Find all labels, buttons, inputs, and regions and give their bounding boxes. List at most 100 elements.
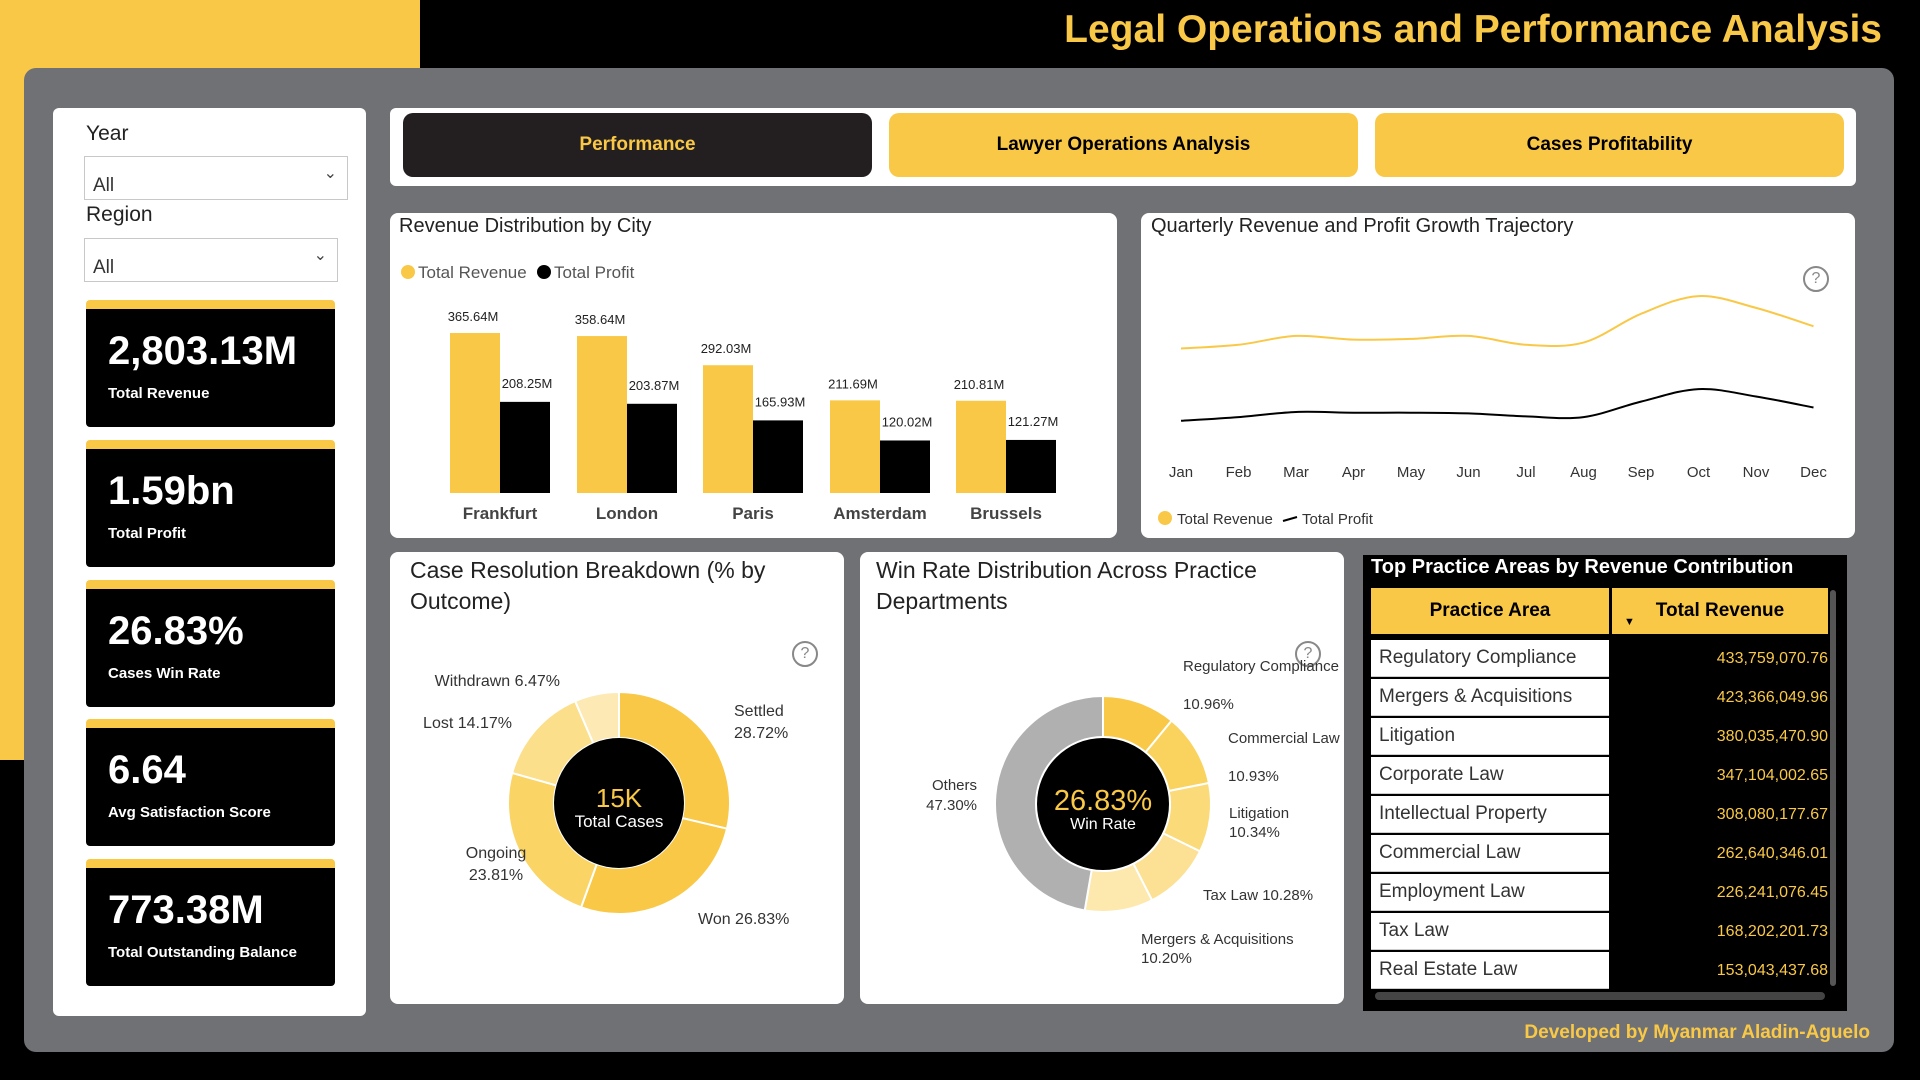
bar-total-profit xyxy=(1006,439,1056,493)
table-cell-total-revenue[interactable]: 347,104,002.65 xyxy=(1612,757,1828,794)
bar-total-profit xyxy=(753,420,803,493)
data-label-profit: 165.93M xyxy=(755,394,806,409)
chevron-down-icon: ⌄ xyxy=(323,165,337,182)
table-cell-total-revenue[interactable]: 308,080,177.67 xyxy=(1612,796,1828,833)
x-tick-label: Paris xyxy=(732,504,774,523)
data-label-revenue: 211.69M xyxy=(828,376,878,391)
column-header-practice-area[interactable]: Practice Area xyxy=(1371,588,1609,634)
question-circle-icon[interactable]: ? xyxy=(1803,266,1829,292)
kpi-card-total-profit: 1.59bn Total Profit xyxy=(86,440,335,567)
data-label-profit: 203.87M xyxy=(629,378,680,393)
x-tick-label: Sep xyxy=(1628,464,1655,481)
slice-label: Lost 14.17% xyxy=(423,715,512,732)
win-rate-title: Win Rate Distribution Across Practice De… xyxy=(876,557,1257,614)
table-cell-practice-area[interactable]: Mergers & Acquisitions xyxy=(1371,679,1609,716)
x-tick-label: May xyxy=(1397,464,1426,481)
kpi-label: Cases Win Rate xyxy=(108,665,221,682)
center-label: Total Cases xyxy=(575,812,664,831)
table-vertical-scrollbar[interactable] xyxy=(1830,590,1836,986)
column-header-total-revenue[interactable]: Total Revenue ▼ xyxy=(1612,588,1828,634)
table-title: Top Practice Areas by Revenue Contributi… xyxy=(1371,556,1794,578)
slice-value: 10.20% xyxy=(1141,950,1192,967)
bar-total-profit xyxy=(500,401,550,493)
question-circle-icon[interactable]: ? xyxy=(792,641,818,667)
tab-performance[interactable]: Performance xyxy=(403,113,872,177)
table-cell-practice-area[interactable]: Commercial Law xyxy=(1371,835,1609,872)
bar-total-revenue xyxy=(450,333,500,493)
growth-chart-title: Quarterly Revenue and Profit Growth Traj… xyxy=(1151,215,1574,237)
legend-marker-total-revenue xyxy=(1158,511,1172,525)
donut-center xyxy=(554,738,684,868)
table-cell-total-revenue[interactable]: 380,035,470.90 xyxy=(1612,718,1828,755)
table-cell-practice-area[interactable]: Corporate Law xyxy=(1371,757,1609,794)
x-tick-label: Frankfurt xyxy=(463,504,538,523)
slice-label: Mergers & Acquisitions xyxy=(1141,931,1294,948)
center-value: 15K xyxy=(596,783,643,813)
table-cell-total-revenue[interactable]: 168,202,201.73 xyxy=(1612,913,1828,950)
table-cell-practice-area[interactable]: Employment Law xyxy=(1371,874,1609,911)
x-tick-label: Jan xyxy=(1169,464,1193,481)
x-tick-label: Apr xyxy=(1342,464,1365,481)
table-cell-practice-area[interactable]: Intellectual Property xyxy=(1371,796,1609,833)
bar-total-revenue xyxy=(577,336,627,493)
data-label-profit: 208.25M xyxy=(502,376,553,391)
legend-marker-total-profit xyxy=(1282,516,1298,522)
page-title: Legal Operations and Performance Analysi… xyxy=(1064,8,1882,51)
slice-label: Withdrawn 6.47% xyxy=(435,673,560,690)
slice-label: Settled xyxy=(734,703,784,720)
x-tick-label: Mar xyxy=(1283,464,1309,481)
bar-total-revenue xyxy=(830,400,880,493)
city-chart-title: Revenue Distribution by City xyxy=(399,215,652,237)
bar-total-profit xyxy=(880,440,930,493)
bar-total-revenue xyxy=(956,400,1006,493)
table-horizontal-scrollbar[interactable] xyxy=(1375,992,1825,1000)
region-dropdown[interactable]: All ⌄ xyxy=(84,238,338,282)
data-label-revenue: 358.64M xyxy=(575,312,626,327)
kpi-value: 26.83% xyxy=(108,609,244,653)
slice-value: 28.72% xyxy=(734,725,788,742)
footer-credit: Developed by Myanmar Aladin-Aguelo xyxy=(1524,1022,1870,1043)
data-label-profit: 121.27M xyxy=(1008,414,1059,429)
slice-label: Regulatory Compliance xyxy=(1183,658,1339,675)
table-cell-practice-area[interactable]: Regulatory Compliance xyxy=(1371,640,1609,677)
kpi-value: 1.59bn xyxy=(108,469,235,513)
x-tick-label: Oct xyxy=(1687,464,1711,481)
region-filter-label: Region xyxy=(86,203,153,226)
slice-value: 10.34% xyxy=(1229,824,1280,841)
question-circle-icon[interactable]: ? xyxy=(1295,641,1321,667)
tab-lawyer-operations[interactable]: Lawyer Operations Analysis xyxy=(889,113,1358,177)
table-cell-practice-area[interactable]: Litigation xyxy=(1371,718,1609,755)
table-cell-total-revenue[interactable]: 153,043,437.68 xyxy=(1612,952,1828,989)
kpi-card-total-revenue: 2,803.13M Total Revenue xyxy=(86,300,335,427)
slice-label: Won 26.83% xyxy=(698,911,789,928)
legend-marker-total-profit xyxy=(537,265,551,279)
x-tick-label: Dec xyxy=(1800,464,1827,481)
x-tick-label: London xyxy=(596,504,658,523)
slice-label: Ongoing xyxy=(466,845,527,862)
year-dropdown[interactable]: All ⌄ xyxy=(84,156,348,200)
donut-slice xyxy=(994,694,1104,912)
data-label-revenue: 210.81M xyxy=(954,377,1005,392)
slice-label: Tax Law 10.28% xyxy=(1203,887,1313,904)
data-label-revenue: 365.64M xyxy=(448,309,499,324)
kpi-label: Total Revenue xyxy=(108,385,210,402)
kpi-value: 6.64 xyxy=(108,748,186,792)
table-cell-total-revenue[interactable]: 423,366,049.96 xyxy=(1612,679,1828,716)
line-total-profit xyxy=(1180,388,1814,422)
table-cell-total-revenue[interactable]: 226,241,076.45 xyxy=(1612,874,1828,911)
table-cell-practice-area[interactable]: Real Estate Law xyxy=(1371,952,1609,989)
bar-total-profit xyxy=(627,403,677,493)
year-filter-label: Year xyxy=(86,122,129,145)
x-tick-label: Nov xyxy=(1743,464,1770,481)
legend-label-total-revenue: Total Revenue xyxy=(1177,511,1273,528)
table-cell-total-revenue[interactable]: 433,759,070.76 xyxy=(1612,640,1828,677)
x-tick-label: Feb xyxy=(1226,464,1252,481)
table-cell-practice-area[interactable]: Tax Law xyxy=(1371,913,1609,950)
data-label-revenue: 292.03M xyxy=(701,341,752,356)
table-cell-total-revenue[interactable]: 262,640,346.01 xyxy=(1612,835,1828,872)
kpi-label: Avg Satisfaction Score xyxy=(108,804,271,821)
bar-total-revenue xyxy=(703,365,753,493)
sort-desc-icon: ▼ xyxy=(1624,616,1635,628)
tab-cases-profitability[interactable]: Cases Profitability xyxy=(1375,113,1844,177)
x-tick-label: Jul xyxy=(1516,464,1535,481)
